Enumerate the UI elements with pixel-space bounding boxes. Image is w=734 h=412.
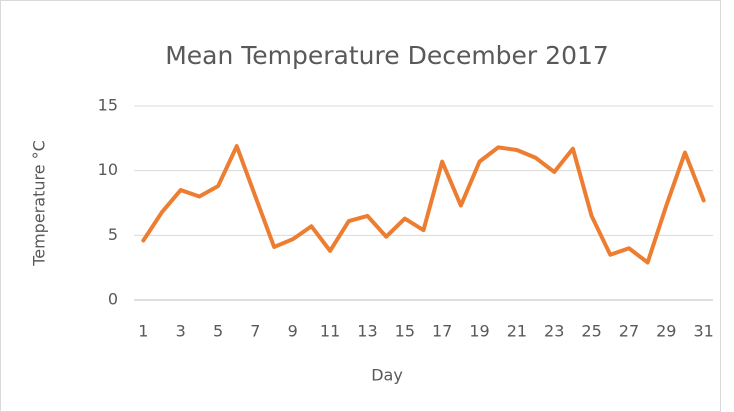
x-tick-label: 15 [395, 322, 415, 341]
y-tick-label: 0 [108, 290, 118, 309]
x-tick-label: 5 [213, 322, 223, 341]
x-axis-label: Day [371, 366, 403, 385]
y-tick-label: 10 [98, 160, 118, 179]
x-tick-label: 19 [469, 322, 489, 341]
x-tick-label: 27 [619, 322, 639, 341]
data-line [141, 144, 706, 265]
x-tick-label: 29 [656, 322, 676, 341]
x-tick-label: 3 [176, 322, 186, 341]
x-tick-label: 11 [320, 322, 340, 341]
x-tick-label: 23 [544, 322, 564, 341]
x-tick-label: 7 [250, 322, 260, 341]
y-tick-label: 5 [108, 225, 118, 244]
x-tick-label: 9 [288, 322, 298, 341]
x-tick-label: 25 [581, 322, 601, 341]
x-tick-label: 13 [357, 322, 377, 341]
chart-title: Mean Temperature December 2017 [165, 41, 609, 70]
x-tick-label: 21 [507, 322, 527, 341]
x-tick-label: 31 [693, 322, 713, 341]
x-tick-label: 17 [432, 322, 452, 341]
y-axis-label: Temperature °C [30, 140, 49, 267]
y-tick-label: 15 [98, 96, 118, 115]
x-tick-label: 1 [138, 322, 148, 341]
